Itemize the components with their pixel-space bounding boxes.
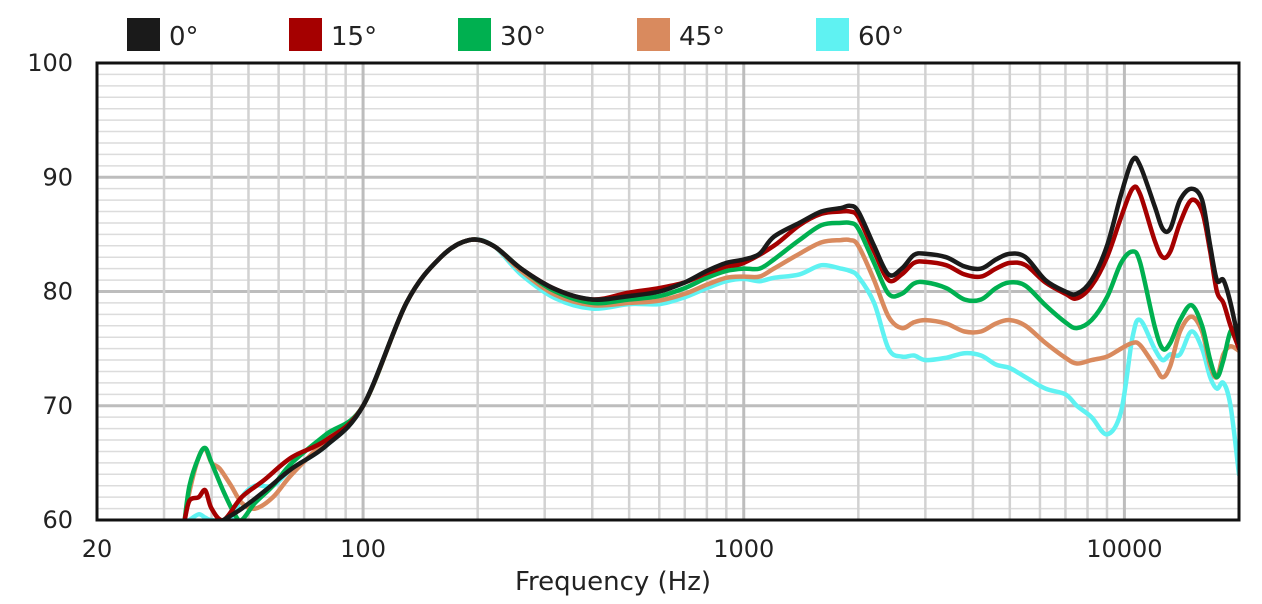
x-tick-label: 20 (82, 535, 113, 563)
grid (97, 63, 1239, 520)
legend-label: 30° (500, 22, 546, 52)
x-tick-label: 10000 (1086, 535, 1162, 563)
y-tick-label: 60 (42, 506, 73, 534)
y-tick-label: 100 (27, 49, 73, 77)
series-line-0deg (221, 155, 1239, 520)
x-axis-title: Frequency (Hz) (515, 567, 711, 597)
y-tick-label: 90 (42, 163, 73, 191)
x-tick-label: 100 (340, 535, 386, 563)
legend-item: 45° (637, 18, 725, 52)
x-axis-ticks: 20 100 1000 10000 (82, 535, 1163, 563)
x-tick-label: 1000 (713, 535, 774, 563)
legend-label: 0° (169, 22, 199, 52)
y-axis-ticks: 60 70 80 90 100 (27, 49, 73, 534)
legend-swatch (127, 18, 160, 51)
legend-label: 15° (331, 22, 377, 52)
plot-frame (95, 61, 1241, 522)
legend-item: 30° (458, 18, 546, 52)
y-tick-label: 80 (42, 278, 73, 306)
legend-swatch (637, 18, 670, 51)
series-lines (182, 155, 1239, 520)
legend-label: 45° (679, 22, 725, 52)
legend-item: 60° (816, 18, 904, 52)
legend-item: 15° (289, 18, 377, 52)
legend-swatch (289, 18, 322, 51)
legend-swatch (458, 18, 491, 51)
legend: 0° 15° 30° 45° 60° (127, 18, 904, 52)
legend-swatch (816, 18, 849, 51)
legend-label: 60° (858, 22, 904, 52)
legend-item: 0° (127, 18, 199, 52)
y-tick-label: 70 (42, 392, 73, 420)
